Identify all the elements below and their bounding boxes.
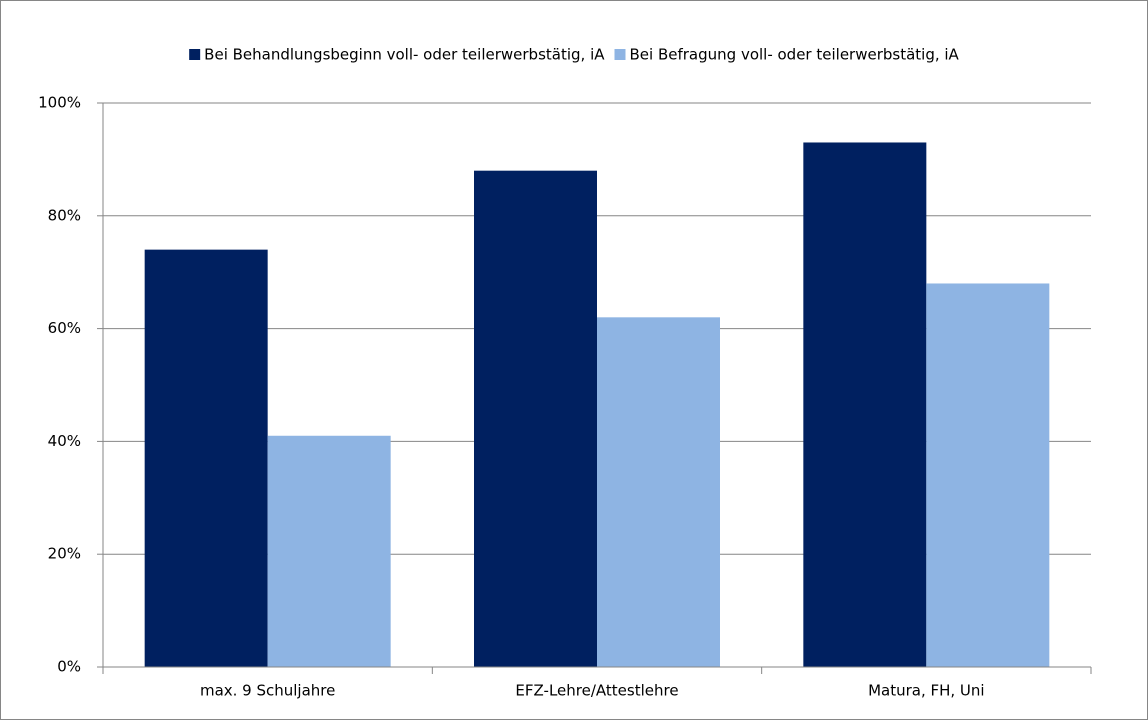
x-tick-label: max. 9 Schuljahre [200,682,335,700]
legend-swatch [614,49,626,60]
x-tick-label: Matura, FH, Uni [868,682,985,700]
bar [926,283,1050,667]
y-tick-label: 0% [57,658,81,676]
legend-label: Bei Befragung voll- oder teilerwerbstäti… [630,46,960,64]
y-tick-label: 80% [48,206,81,224]
legend-swatch [189,49,201,60]
bar [597,317,720,667]
y-tick-label: 60% [48,319,81,337]
bar [267,435,391,667]
legend-label: Bei Behandlungsbeginn voll- oder teilerw… [204,46,605,64]
bar [803,142,927,668]
y-tick-label: 20% [48,545,81,563]
x-tick-label: EFZ-Lehre/Attestlehre [515,682,678,700]
y-tick-label: 100% [38,94,81,112]
bar [144,249,268,667]
y-tick-label: 40% [48,432,81,450]
bar [474,170,597,667]
